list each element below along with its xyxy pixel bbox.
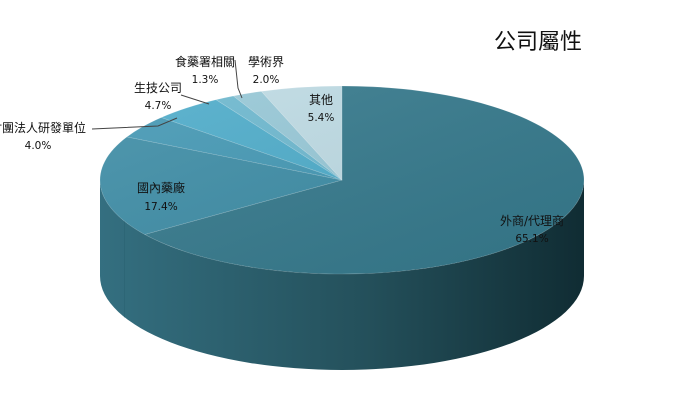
slice-label-1: 外商/代理商	[500, 213, 564, 228]
slice-value-6: 2.0%	[253, 74, 280, 86]
slice-value-2: 17.4%	[144, 201, 177, 213]
slice-value-7: 5.4%	[308, 112, 335, 124]
leader-line-5	[234, 59, 243, 99]
pie-side-layer	[100, 180, 584, 370]
leader-lines	[91, 59, 243, 130]
slice-label-2: 國內藥廠	[137, 180, 185, 195]
slice-label-6: 學術界	[248, 55, 284, 69]
pie-side-wall	[100, 180, 584, 370]
slice-value-5: 1.3%	[192, 74, 219, 86]
slice-value-4: 4.7%	[145, 100, 172, 112]
slice-label-4: 生技公司	[134, 81, 182, 95]
slice-label-3: 財團法人研發單位	[0, 120, 86, 135]
leader-line-3	[91, 117, 178, 130]
chart-title: 公司屬性	[494, 30, 582, 55]
slice-value-3: 4.0%	[25, 140, 52, 152]
slice-labels: 外商/代理商 65.1% 國內藥廠 17.4% 財團法人研發單位 4.0% 生技公司 4.7%…	[0, 54, 564, 245]
slice-label-5: 食藥署相關	[175, 54, 235, 69]
pie-slices	[99, 85, 585, 275]
slice-value-1: 65.1%	[515, 233, 548, 245]
leader-line-4	[180, 94, 210, 105]
pie-top-highlight	[100, 86, 584, 274]
slice-label-7: 其他	[309, 93, 333, 107]
